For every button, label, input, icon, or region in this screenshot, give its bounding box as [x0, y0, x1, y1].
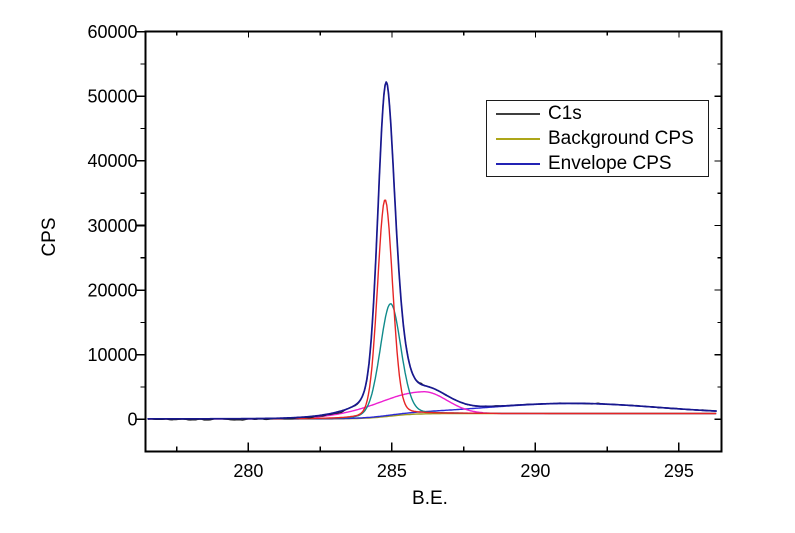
x-tick-label: 280	[233, 461, 263, 481]
legend-entry-c1s: C1s	[496, 102, 708, 126]
x-tick-label: 290	[520, 461, 550, 481]
legend-line-sample	[496, 112, 540, 115]
y-tick-label: 30000	[87, 216, 137, 236]
legend-entry-envelope-cps: Envelope CPS	[496, 152, 708, 176]
legend-line-sample	[496, 137, 540, 140]
legend-label: Background CPS	[548, 128, 694, 149]
legend: C1s Background CPS Envelope CPS	[486, 100, 709, 177]
legend-label: C1s	[548, 103, 582, 124]
y-tick-label: 20000	[87, 280, 137, 300]
legend-label: Envelope CPS	[548, 153, 672, 174]
y-axis-title: CPS	[38, 217, 60, 257]
legend-line-sample	[496, 162, 540, 165]
y-tick-label: 40000	[87, 151, 137, 171]
series-fit-component-2	[148, 303, 717, 420]
series-envelope-cps	[147, 81, 717, 420]
series-fit-component-1	[148, 199, 717, 420]
y-tick-label: 10000	[87, 345, 137, 365]
y-tick-label: 50000	[87, 87, 137, 107]
y-tick-label: 0	[127, 410, 137, 430]
x-tick-label: 285	[377, 461, 407, 481]
y-tick-label: 60000	[87, 22, 137, 42]
x-tick-label: 295	[664, 461, 694, 481]
x-axis-title: B.E.	[412, 488, 448, 509]
plot-frame	[144, 30, 723, 453]
legend-entry-background-cps: Background CPS	[496, 127, 708, 151]
